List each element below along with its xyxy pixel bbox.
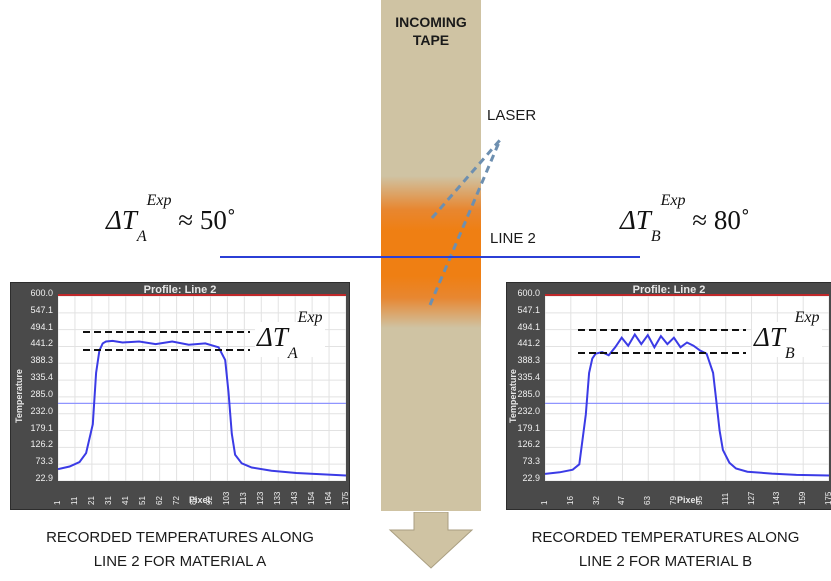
tape-label-line2: TAPE (412, 32, 450, 48)
caption-a-line2: LINE 2 FOR MATERIAL A (93, 553, 267, 570)
y-ticks-a: 600.0 547.1 494.1 441.2 388.3 335.4 285.0 232.0… (25, 288, 55, 484)
material-a-subscript: A (136, 228, 147, 246)
y-tick-label: 547.1 (517, 304, 540, 315)
y-tick-label: 126.2 (30, 439, 53, 450)
delta-symbol: ΔT (754, 322, 785, 352)
x-axis-label: Pixel (677, 495, 699, 505)
material-b-subscript: B (784, 345, 795, 363)
material-b-subscript: B (650, 228, 661, 246)
caption-b-line2: LINE 2 FOR MATERIAL B (578, 553, 753, 570)
y-tick-label: 179.1 (30, 422, 53, 433)
y-tick-label: 179.1 (517, 422, 540, 433)
delta-symbol: ΔT (106, 205, 137, 235)
laser-beam-lower (428, 139, 502, 306)
delta-a-value: ≈ 50˚ (178, 205, 236, 235)
y-tick-label: 285.0 (517, 388, 540, 399)
y-tick-label: 232.0 (30, 405, 53, 416)
y-tick-label: 335.4 (517, 372, 540, 383)
y-tick-label: 22.9 (522, 473, 540, 483)
y-tick-label: 494.1 (517, 321, 540, 332)
y-tick-label: 441.2 (30, 338, 53, 349)
laser-label: LASER (487, 107, 537, 124)
chart-title: Profile: Line 2 (632, 284, 706, 296)
delta-symbol: ΔT (257, 322, 288, 352)
tape-label: INCOMING TAPE (381, 13, 481, 49)
y-tick-label: 494.1 (30, 321, 53, 332)
y-tick-label: 547.1 (30, 304, 53, 315)
line-2-label: LINE 2 (490, 230, 536, 247)
chart-panel-a: Profile: Line 2 600.0 547.1 494.1 441.2 388.… (10, 282, 350, 510)
delta-t-b-chart: ΔTB Exp (752, 309, 822, 362)
y-tick-label: 285.0 (30, 388, 53, 399)
y-tick-label: 388.3 (517, 355, 540, 366)
y-ticks-b: 600.0 547.1 494.1 441.2 388.3 335.4 285.0 232.0… (512, 288, 542, 484)
material-a-subscript: A (287, 345, 298, 363)
caption-a: RECORDED TEMPERATURES ALONG LINE 2 FOR M… (15, 526, 345, 574)
y-tick-label: 388.3 (30, 355, 53, 366)
down-arrow-icon (388, 512, 474, 569)
temperature-profile-line (545, 332, 829, 477)
y-tick-label: 335.4 (30, 372, 53, 383)
delta-t-a-chart: ΔTA Exp (255, 309, 325, 362)
caption-b-line1: RECORDED TEMPERATURES ALONG (531, 529, 800, 546)
y-tick-label: 73.3 (35, 456, 53, 467)
exp-superscript: Exp (146, 192, 172, 209)
delta-b-value: ≈ 80˚ (692, 205, 750, 235)
x-axis-label: Pixel (189, 495, 211, 505)
y-tick-label: 73.3 (522, 456, 540, 467)
exp-superscript: Exp (297, 309, 323, 326)
caption-a-line1: RECORDED TEMPERATURES ALONG (46, 529, 314, 546)
y-tick-label: 600.0 (517, 288, 540, 298)
exp-superscript: Exp (794, 309, 820, 326)
caption-b: RECORDED TEMPERATURES ALONG LINE 2 FOR M… (500, 526, 831, 574)
laser-beam-upper (430, 139, 502, 219)
delta-symbol: ΔT (620, 205, 651, 235)
y-tick-label: 441.2 (517, 338, 540, 349)
chart-title: Profile: Line 2 (143, 284, 217, 296)
temperature-profile-line (58, 339, 346, 477)
y-tick-label: 22.9 (35, 473, 53, 483)
tape-label-line1: INCOMING (395, 14, 467, 30)
exp-superscript: Exp (660, 192, 686, 209)
y-tick-label: 126.2 (517, 439, 540, 450)
y-tick-label: 232.0 (517, 405, 540, 416)
delta-t-b-top: ΔTB Exp ≈ 80˚ (620, 192, 750, 245)
y-tick-label: 600.0 (30, 288, 53, 298)
profile-chart-a (58, 296, 346, 481)
delta-t-a-top: ΔTA Exp ≈ 50˚ (106, 192, 236, 245)
